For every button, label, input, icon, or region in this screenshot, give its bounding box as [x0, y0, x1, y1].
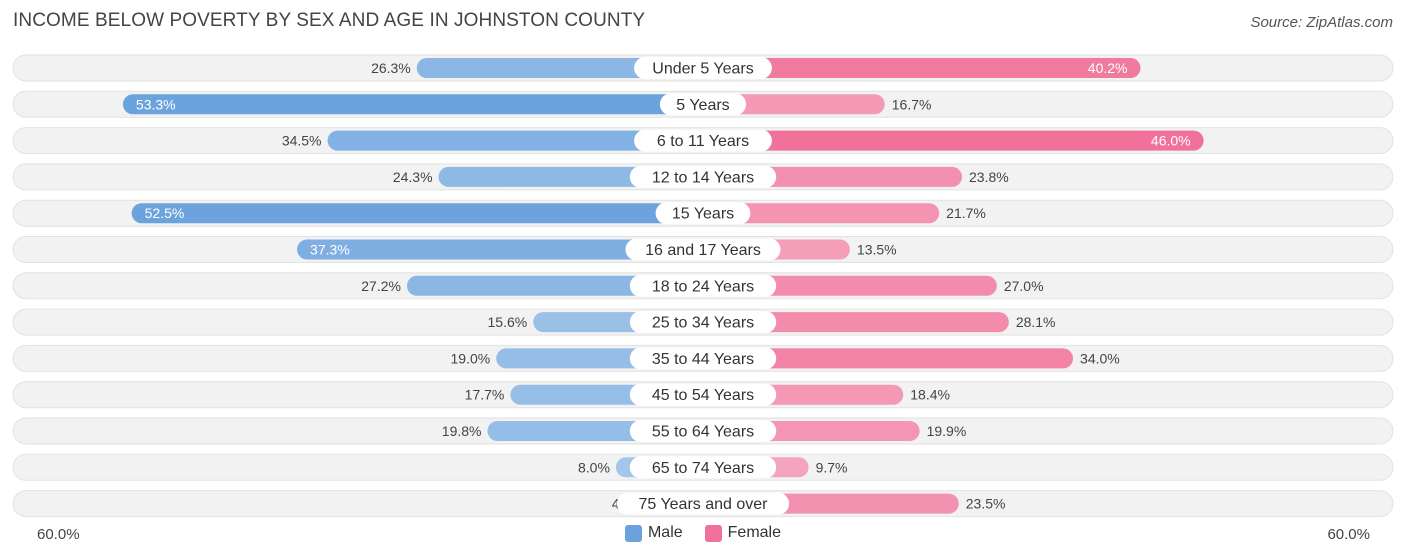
- value-label-male: 27.2%: [361, 278, 401, 294]
- category-label: 45 to 54 Years: [652, 387, 754, 404]
- legend-item-male: Male: [624, 524, 683, 542]
- legend-label-male: Male: [647, 524, 683, 541]
- bar-female: [703, 275, 997, 296]
- value-label-female: 23.8%: [969, 169, 1009, 185]
- category-label: 6 to 11 Years: [657, 133, 749, 150]
- category-label: 16 and 17 Years: [645, 242, 761, 259]
- value-label-male: 53.3%: [136, 96, 176, 112]
- category-label: 12 to 14 Years: [652, 169, 754, 186]
- value-label-female: 23.5%: [966, 496, 1006, 512]
- value-label-female: 46.0%: [1151, 133, 1191, 149]
- category-pill: [629, 311, 777, 334]
- value-label-male: 26.3%: [371, 60, 411, 76]
- category-pill: [659, 93, 747, 116]
- bar-male: [327, 130, 703, 151]
- bar-male: [406, 275, 703, 296]
- bar-female: [703, 203, 940, 224]
- value-label-female: 34.0%: [1080, 350, 1120, 366]
- category-label: 18 to 24 Years: [652, 278, 754, 295]
- bar-male: [416, 58, 703, 78]
- category-pill: [625, 238, 781, 261]
- bar-male: [131, 203, 703, 224]
- bar-female: [703, 130, 1204, 151]
- value-label-male: 52.5%: [145, 205, 185, 221]
- category-label: 75 Years and over: [639, 496, 769, 513]
- value-label-female: 40.2%: [1088, 60, 1128, 76]
- category-pill: [629, 456, 777, 479]
- category-label: 65 to 74 Years: [652, 460, 754, 477]
- category-label: 5 Years: [676, 97, 729, 114]
- value-label-male: 8.0%: [578, 459, 610, 475]
- chart-row: 4.9%23.5%75 Years and over: [12, 490, 1394, 518]
- value-label-female: 18.4%: [910, 387, 950, 403]
- value-label-male: 17.7%: [465, 387, 505, 403]
- chart-row: 8.0% 9.7% 65 to 74 Years: [12, 453, 1394, 481]
- bar-male: [297, 239, 703, 260]
- bar-male: [122, 94, 703, 115]
- value-label-male: 15.6%: [488, 314, 528, 330]
- axis-left-label: 60.0%: [37, 526, 80, 543]
- chart-row: 53.3% 16.7% 5 Years: [12, 90, 1394, 118]
- value-label-female: 9.7%: [816, 459, 848, 475]
- value-label-female: 27.0%: [1004, 278, 1044, 294]
- axis-right-label: 60.0%: [1327, 526, 1370, 543]
- value-label-male: 19.8%: [442, 423, 482, 439]
- value-label-male: 37.3%: [310, 242, 350, 258]
- bar-female: [703, 312, 1009, 333]
- bar-female: [703, 94, 885, 115]
- value-label-female: 21.7%: [946, 205, 986, 221]
- category-pill: [629, 347, 777, 370]
- chart-row: 19.0% 34.0% 35 to 44 Years: [12, 344, 1394, 372]
- legend-item-female: Female: [704, 524, 782, 542]
- chart-row: 27.2% 27.0% 18 to 24 Years: [12, 272, 1394, 300]
- category-pill: [629, 420, 777, 442]
- chart-row: 37.3% 13.5% 16 and 17 Years: [12, 236, 1394, 263]
- category-pill: [629, 165, 777, 188]
- value-label-male: 24.3%: [393, 169, 433, 185]
- category-pill: [655, 202, 751, 225]
- chart-row: 15.6% 28.1% 25 to 34 Years: [12, 308, 1394, 336]
- chart-row: 52.5% 21.7% 15 Years: [12, 199, 1394, 227]
- chart-row: 19.8% 19.9% 55 to 64 Years: [12, 417, 1394, 445]
- category-pill: [629, 383, 777, 406]
- chart-title: INCOME BELOW POVERTY BY SEX AND AGE IN J…: [13, 10, 646, 31]
- category-label: 55 to 64 Years: [652, 424, 754, 441]
- legend-label-female: Female: [727, 524, 782, 541]
- chart-row: 26.3% 40.2% Under 5 Years: [12, 54, 1394, 82]
- chart-row: 34.5% 46.0% 6 to 11 Years: [12, 127, 1394, 155]
- chart-row: 17.7% 18.4% 45 to 54 Years: [12, 381, 1394, 409]
- chart-row: 24.3% 23.8% 12 to 14 Years: [12, 163, 1394, 191]
- legend-swatch-female: [704, 524, 722, 542]
- value-label-female: 28.1%: [1016, 314, 1056, 330]
- category-pill: [616, 492, 790, 515]
- category-pill: [634, 57, 772, 79]
- legend-swatch-male: [624, 524, 642, 542]
- category-pill: [629, 274, 777, 297]
- bar-female: [703, 58, 1141, 78]
- value-label-female: 16.7%: [892, 96, 932, 112]
- bar-female: [703, 348, 1074, 369]
- value-label-female: 19.9%: [927, 423, 967, 439]
- value-label-male: 34.5%: [282, 133, 322, 149]
- chart-source: Source: ZipAtlas.com: [1250, 14, 1393, 31]
- category-label: Under 5 Years: [652, 61, 753, 78]
- category-label: 25 to 34 Years: [652, 315, 754, 332]
- category-pill: [634, 129, 772, 152]
- legend: Male Female: [0, 524, 1406, 542]
- category-label: 35 to 44 Years: [652, 351, 754, 368]
- value-label-male: 19.0%: [451, 350, 491, 366]
- category-label: 15 Years: [672, 206, 734, 223]
- value-label-female: 13.5%: [857, 242, 897, 258]
